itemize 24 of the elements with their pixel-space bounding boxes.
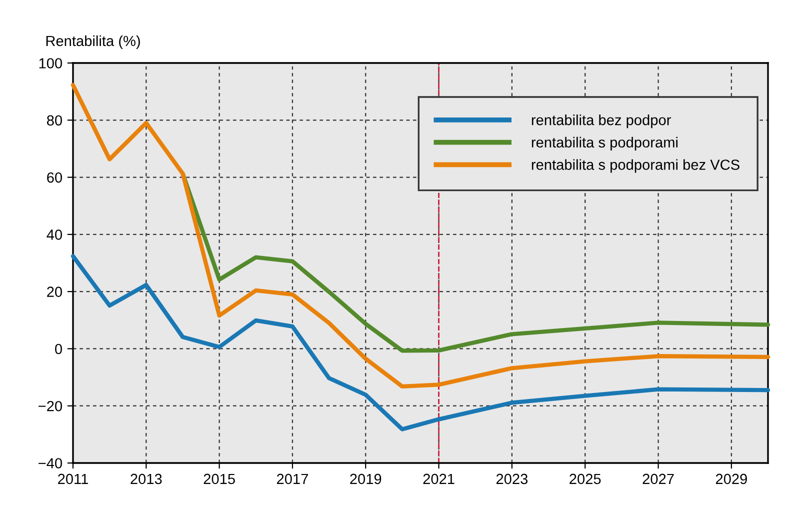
y-tick-label: 20 bbox=[47, 286, 62, 297]
y-tick-label: −40 bbox=[38, 458, 62, 468]
y-tick-label: −20 bbox=[38, 400, 62, 412]
x-tick-label: 2023 bbox=[496, 474, 528, 484]
x-tick-label: 2029 bbox=[716, 474, 747, 484]
y-tick-label: 100 bbox=[39, 58, 62, 68]
y-tick-label: 40 bbox=[46, 230, 62, 240]
x-tick-label: 2027 bbox=[642, 474, 674, 484]
x-tick-label: 2025 bbox=[570, 474, 601, 484]
x-tick-label: 2015 bbox=[204, 474, 235, 484]
x-tick-label: 2017 bbox=[276, 474, 308, 484]
legend-label: rentabilita bez podpor bbox=[532, 114, 671, 128]
legend-label: rentabilita s podporami bez VCS bbox=[532, 159, 740, 173]
y-tick-label: 0 bbox=[55, 344, 62, 354]
legend-label: rentabilita s podporami bbox=[532, 136, 678, 150]
y-axis-title: Rentabilita (%) bbox=[46, 35, 140, 49]
x-tick-label: 2013 bbox=[130, 474, 162, 484]
line-series bbox=[70, 254, 770, 432]
x-tick-label: 2019 bbox=[350, 474, 382, 484]
x-tick-label: 2021 bbox=[423, 474, 454, 484]
line-series bbox=[70, 82, 770, 389]
y-tick-label: 80 bbox=[46, 115, 62, 126]
y-tick-label: 60 bbox=[47, 172, 62, 183]
x-tick-label: 2011 bbox=[58, 474, 88, 484]
